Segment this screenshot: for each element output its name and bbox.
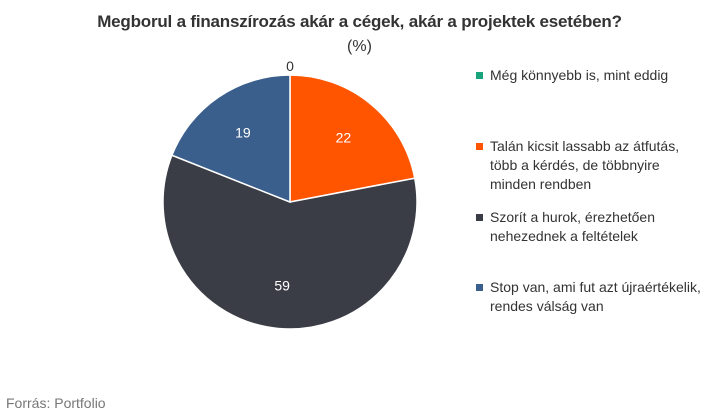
legend-item-szorit[interactable]: Szorít a hurok, érezhetően nehezednek a … — [476, 208, 719, 246]
legend-swatch-konnyebb — [476, 72, 483, 79]
legend-item-stop[interactable]: Stop van, ami fut azt újraértékelik, ren… — [476, 278, 719, 316]
legend-label-stop: Stop van, ami fut azt újraértékelik, ren… — [490, 279, 701, 314]
source-note: Forrás: Portfolio — [6, 395, 106, 411]
legend-label-konnyebb: Még könnyebb is, mint eddig — [490, 67, 669, 83]
pie-label-stop: 19 — [235, 125, 251, 141]
pie-label-konnyebb: 0 — [286, 58, 294, 74]
pie-label-szorit: 59 — [274, 277, 290, 293]
pie-slice-szorit[interactable] — [162, 154, 418, 330]
chart-subtitle: (%) — [347, 38, 372, 55]
legend-swatch-lassabb — [476, 143, 483, 150]
legend-label-lassabb: Talán kicsit lassabb az átfutás, több a … — [490, 138, 680, 192]
legend-item-konnyebb[interactable]: Még könnyebb is, mint eddig — [476, 66, 719, 85]
pie-slice-lassabb[interactable] — [289, 74, 416, 203]
legend-swatch-stop — [476, 284, 483, 291]
legend-swatch-szorit — [476, 214, 483, 221]
legend-label-szorit: Szorít a hurok, érezhetően nehezednek a … — [490, 209, 655, 244]
legend-item-lassabb[interactable]: Talán kicsit lassabb az átfutás, több a … — [476, 137, 719, 194]
pie-slice-stop[interactable] — [170, 74, 291, 204]
chart-title: Megborul a finanszírozás akár a cégek, a… — [97, 12, 622, 31]
pie-label-lassabb: 22 — [336, 129, 352, 145]
